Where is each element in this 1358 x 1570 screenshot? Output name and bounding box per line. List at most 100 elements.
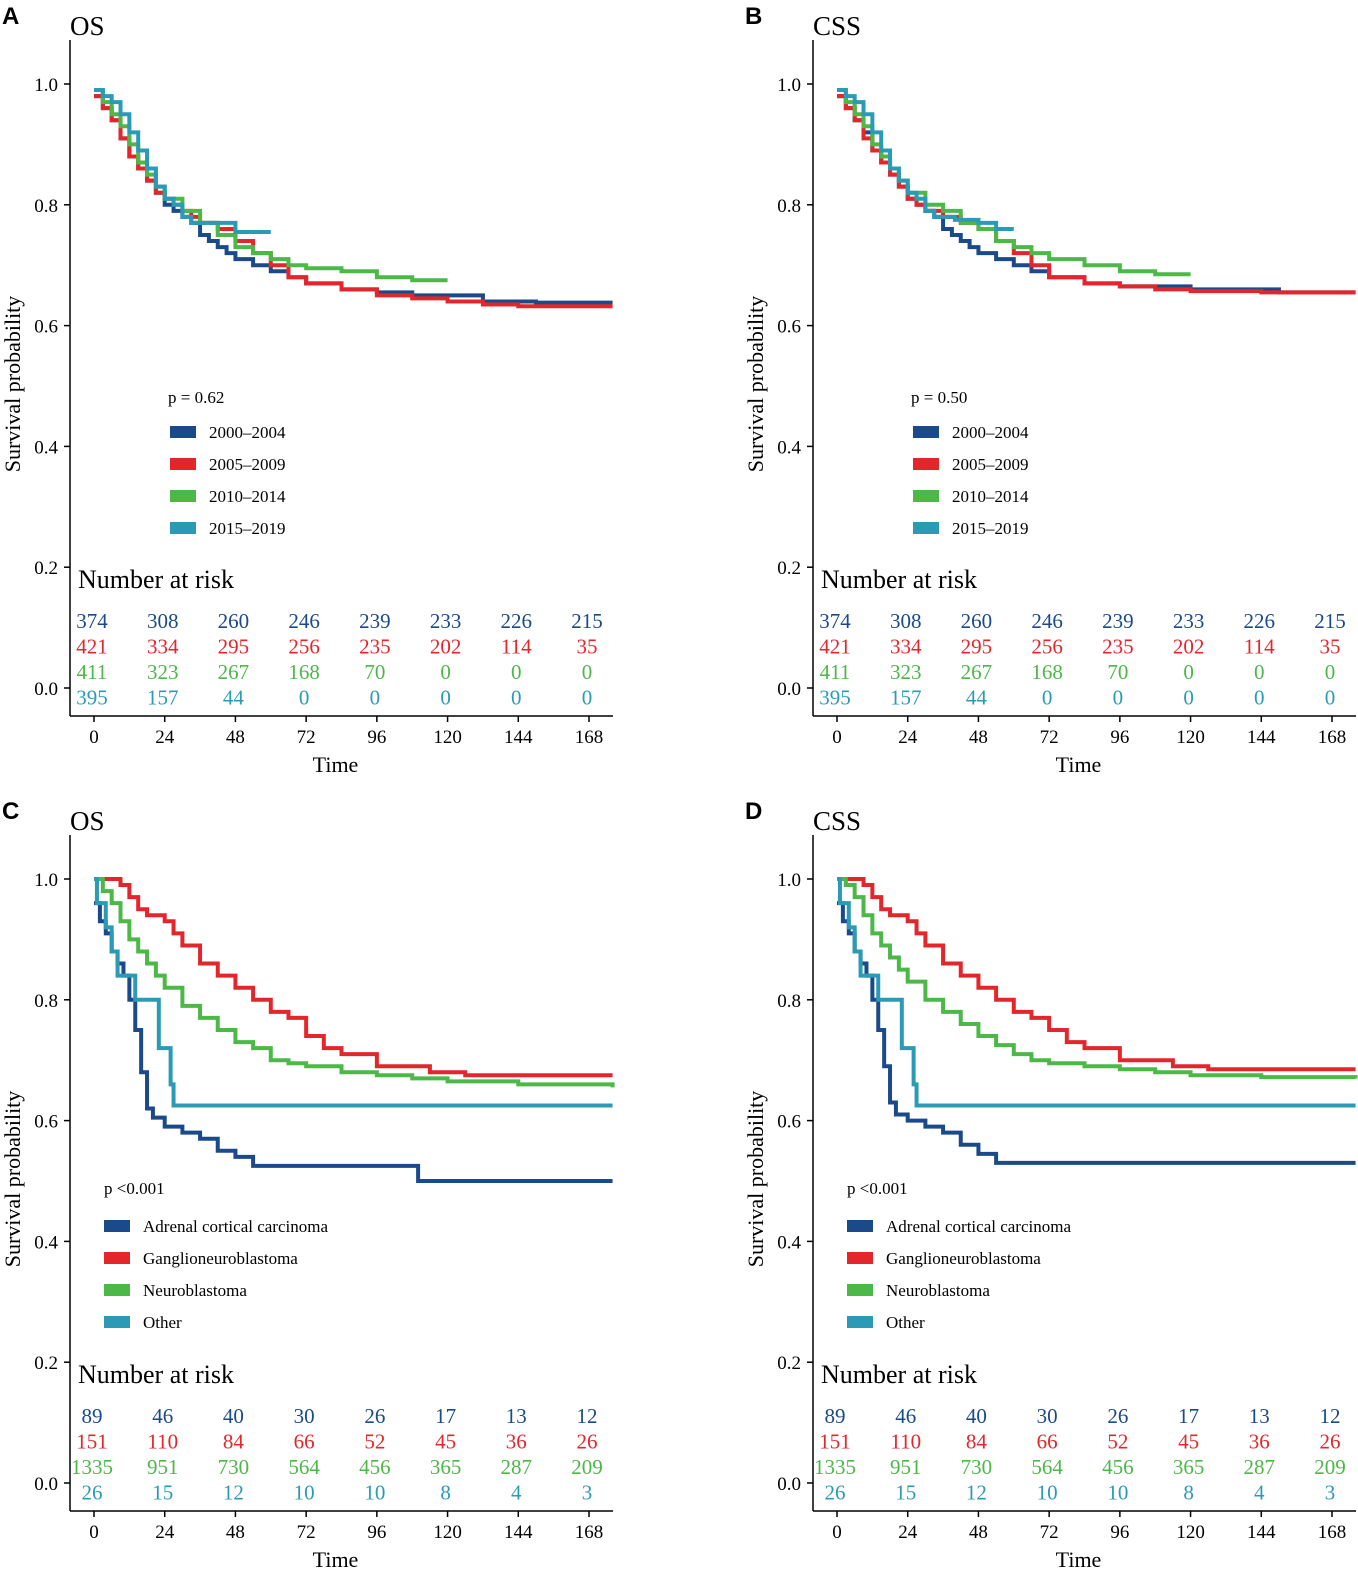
legend-label: 2015–2019 — [209, 519, 286, 538]
x-tick-label: 24 — [898, 1522, 918, 1543]
risk-count: 110 — [147, 1430, 178, 1454]
y-tick-label: 0.2 — [34, 1353, 58, 1374]
risk-count: 0 — [370, 686, 381, 710]
risk-count: 26 — [364, 1404, 385, 1428]
legend-label: 2015–2019 — [952, 519, 1029, 538]
x-tick-label: 144 — [504, 1522, 533, 1543]
risk-count: 26 — [1107, 1404, 1128, 1428]
p-value: p = 0.50 — [911, 388, 967, 407]
x-tick-label: 72 — [297, 1522, 316, 1543]
survival-curve-3 — [94, 877, 615, 1088]
x-tick-label: 168 — [1318, 1522, 1347, 1543]
risk-count: 235 — [1102, 635, 1134, 659]
risk-count: 30 — [1037, 1404, 1058, 1428]
survival-curve-3 — [837, 877, 1358, 1080]
risk-count: 40 — [966, 1404, 987, 1428]
x-tick-label: 0 — [832, 1522, 842, 1543]
legend-swatch — [170, 490, 196, 502]
survival-curve-1 — [837, 901, 1356, 1165]
risk-count: 114 — [1244, 635, 1275, 659]
legend-label: Ganglioneuroblastoma — [143, 1249, 298, 1268]
risk-count: 8 — [1183, 1481, 1194, 1505]
risk-count: 12 — [1320, 1404, 1341, 1428]
legend-label: Adrenal cortical carcinoma — [143, 1217, 328, 1236]
risk-count: 202 — [430, 635, 462, 659]
risk-count: 730 — [218, 1455, 250, 1479]
survival-curve-4 — [837, 877, 1356, 1108]
risk-count: 70 — [364, 660, 385, 684]
risk-count: 26 — [577, 1430, 598, 1454]
y-tick-label: 0.4 — [777, 437, 801, 458]
y-tick-label: 0.6 — [777, 1112, 801, 1133]
risk-count: 374 — [76, 609, 108, 633]
x-tick-label: 168 — [1318, 727, 1347, 748]
legend-swatch — [847, 1316, 873, 1328]
panel-title: OS — [70, 806, 105, 836]
risk-count: 323 — [147, 660, 179, 684]
legend-swatch — [104, 1220, 130, 1232]
y-tick-label: 1.0 — [777, 75, 801, 96]
risk-count: 13 — [506, 1404, 527, 1428]
risk-count: 0 — [582, 686, 593, 710]
risk-count: 564 — [1031, 1455, 1063, 1479]
y-axis-label: Survival probability — [0, 296, 25, 473]
survival-curve-4 — [94, 88, 271, 234]
x-tick-label: 48 — [969, 1522, 988, 1543]
legend-label: Ganglioneuroblastoma — [886, 1249, 1041, 1268]
risk-count: 456 — [1102, 1455, 1134, 1479]
legend-swatch — [170, 426, 196, 438]
risk-count: 246 — [1031, 609, 1063, 633]
x-tick-label: 48 — [226, 727, 245, 748]
x-tick-label: 24 — [155, 727, 175, 748]
risk-count: 4 — [1254, 1481, 1265, 1505]
risk-count: 0 — [1325, 686, 1336, 710]
risk-count: 52 — [1107, 1430, 1128, 1454]
risk-count: 10 — [364, 1481, 385, 1505]
risk-count: 114 — [501, 635, 532, 659]
y-tick-label: 0.8 — [777, 196, 801, 217]
y-tick-label: 0.6 — [34, 1112, 58, 1133]
y-tick-label: 1.0 — [34, 75, 58, 96]
legend-swatch — [847, 1252, 873, 1264]
risk-count: 0 — [511, 686, 522, 710]
legend-swatch — [170, 522, 196, 534]
risk-count: 951 — [890, 1455, 922, 1479]
legend-swatch — [104, 1252, 130, 1264]
risk-count: 0 — [1113, 686, 1124, 710]
risk-count: 334 — [147, 635, 179, 659]
risk-count: 411 — [77, 660, 108, 684]
x-tick-label: 96 — [1110, 1522, 1129, 1543]
risk-count: 45 — [1178, 1430, 1199, 1454]
risk-count: 10 — [294, 1481, 315, 1505]
x-tick-label: 96 — [1110, 727, 1129, 748]
y-tick-label: 0.0 — [777, 679, 801, 700]
y-tick-label: 0.4 — [34, 1232, 58, 1253]
risk-count: 215 — [1314, 609, 1346, 633]
risk-table-title: Number at risk — [821, 565, 977, 594]
y-tick-label: 0.0 — [34, 679, 58, 700]
y-tick-label: 0.4 — [777, 1232, 801, 1253]
legend-swatch — [104, 1316, 130, 1328]
legend-swatch — [170, 458, 196, 470]
risk-count: 151 — [76, 1430, 108, 1454]
y-tick-label: 1.0 — [777, 870, 801, 891]
risk-count: 8 — [440, 1481, 451, 1505]
x-tick-label: 48 — [969, 727, 988, 748]
legend-label: 2010–2014 — [952, 487, 1029, 506]
y-tick-label: 0.6 — [34, 317, 58, 338]
risk-table-title: Number at risk — [78, 565, 234, 594]
risk-count: 215 — [571, 609, 603, 633]
risk-count: 374 — [819, 609, 851, 633]
x-tick-label: 72 — [1040, 727, 1059, 748]
risk-count: 0 — [440, 686, 451, 710]
legend-label: 2010–2014 — [209, 487, 286, 506]
survival-curve-3 — [94, 88, 448, 283]
risk-count: 168 — [1031, 660, 1063, 684]
panel-c: C OS0.00.20.40.60.81.00 24 48 72 96 120 144 168T… — [0, 798, 615, 1570]
risk-count: 46 — [895, 1404, 916, 1428]
risk-count: 0 — [299, 686, 310, 710]
panel-letter: A — [2, 3, 19, 30]
legend-swatch — [913, 490, 939, 502]
risk-count: 45 — [435, 1430, 456, 1454]
risk-count: 157 — [147, 686, 179, 710]
